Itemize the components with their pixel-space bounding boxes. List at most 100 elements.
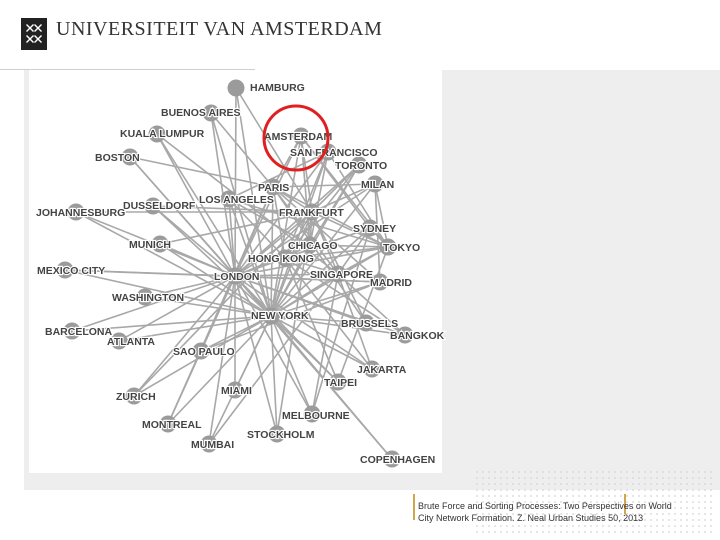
- label-milan: MILAN: [361, 179, 394, 191]
- label-chicago: CHICAGO: [288, 240, 338, 252]
- edge-stockholm-london: [234, 275, 278, 435]
- node-kuala: [148, 125, 166, 143]
- node-madrid: [371, 273, 389, 291]
- node-boston: [121, 148, 139, 166]
- edge-milan-madrid: [374, 183, 381, 283]
- label-dusseldorf: DUSSELDORF: [123, 200, 196, 212]
- edge-madrid-newyork: [270, 281, 381, 317]
- node-hongkong: [276, 249, 294, 267]
- uva-crest-icon: [21, 18, 47, 50]
- label-newyork: NEW YORK: [251, 310, 309, 322]
- edge-kuala-london: [156, 133, 236, 277]
- node-hamburg: [227, 79, 245, 97]
- edge-bangkok-hongkong: [284, 257, 406, 336]
- edge-frankfurt-newyork: [270, 211, 313, 317]
- node-taipei: [329, 373, 347, 391]
- label-miami: MIAMI: [221, 385, 252, 397]
- node-copenhagen: [383, 450, 401, 468]
- label-boston: BOSTON: [95, 152, 140, 164]
- citation-line-1: Brute Force and Sorting Processes: Two P…: [418, 501, 672, 511]
- edge-tokyo-singapore: [337, 246, 389, 275]
- label-sydney: SYDNEY: [353, 223, 396, 235]
- edge-amsterdam-newyork: [270, 135, 302, 317]
- edge-london-madrid: [234, 275, 381, 283]
- edge-melbourne-london: [234, 275, 313, 415]
- label-atlanta: ATLANTA: [107, 336, 155, 348]
- label-madrid: MADRID: [370, 277, 412, 289]
- node-zurich: [125, 387, 143, 405]
- edge-sanfran-london: [234, 151, 329, 277]
- node-bangkok: [396, 326, 414, 344]
- label-munich: MUNICH: [129, 239, 171, 251]
- label-sanfran: SAN FRANCISCO: [290, 147, 378, 159]
- node-frankfurt: [303, 203, 321, 221]
- node-miami: [226, 381, 244, 399]
- edge-newyork-brussels: [270, 315, 367, 324]
- edge-sanfran-chicago: [309, 151, 329, 246]
- edge-kuala-newyork: [156, 133, 272, 317]
- node-sydney: [361, 219, 379, 237]
- label-copenhagen: COPENHAGEN: [360, 454, 435, 466]
- edge-johannesburg-newyork: [75, 211, 272, 317]
- node-washington: [136, 288, 154, 306]
- label-johannesburg: JOHANNESBURG: [36, 207, 125, 219]
- decorative-dot-pattern: [475, 470, 715, 535]
- edge-montreal-paris: [167, 186, 274, 425]
- label-amsterdam: AMSTERDAM: [264, 131, 332, 143]
- edge-toronto-hongkong: [284, 164, 360, 259]
- edge-amsterdam-sydney: [300, 135, 371, 229]
- edge-washington-newyork: [144, 296, 272, 317]
- edge-toronto-london: [234, 164, 360, 277]
- edge-buenos-paris: [210, 112, 274, 188]
- edge-paris-hongkong: [272, 186, 286, 259]
- citation-line-2: City Network Formation. Z. Neal Urban St…: [418, 513, 644, 523]
- edge-hongkong-london: [234, 257, 286, 277]
- label-tokyo: TOKYO: [383, 242, 420, 254]
- edge-hamburg-london: [234, 87, 237, 277]
- edge-amsterdam-london: [234, 135, 302, 277]
- network-labels: HAMBURG BUENOS AIRES KUALA LUMPUR AMSTERDAM…: [35, 81, 446, 467]
- edge-munich-london: [159, 243, 236, 277]
- edge-chicago-tokyo: [309, 244, 389, 248]
- label-brussels: BRUSSELS: [341, 318, 398, 330]
- label-washington: WASHINGTON: [112, 292, 184, 304]
- edge-boston-paris: [129, 156, 274, 188]
- edge-mexico-newyork: [64, 269, 272, 317]
- network-nodes: [56, 79, 414, 468]
- edge-taipei-tokyo: [337, 246, 389, 383]
- node-mumbai: [200, 435, 218, 453]
- edge-sydney-newyork: [270, 227, 371, 317]
- label-toronto: TORONTO: [335, 160, 387, 172]
- node-london: [226, 267, 244, 285]
- edge-barcelona-london: [71, 275, 236, 332]
- edge-buenos-newyork: [210, 112, 272, 317]
- node-johannesburg: [67, 203, 85, 221]
- edge-newyork-atlanta: [118, 315, 272, 342]
- edge-singapore-bangkok: [337, 273, 406, 336]
- node-milan: [366, 175, 384, 193]
- label-singapore: SINGAPORE: [310, 269, 373, 281]
- node-saopaulo: [192, 342, 210, 360]
- label-london: LONDON: [214, 271, 260, 283]
- label-hamburg: HAMBURG: [250, 82, 305, 94]
- label-jakarta: JAKARTA: [357, 364, 407, 376]
- slide-header: UNIVERSITEIT VAN AMSTERDAM: [0, 0, 720, 70]
- edge-newyork-melbourne: [270, 315, 313, 415]
- label-frankfurt: FRANKFURT: [279, 207, 344, 219]
- edge-losangeles-hongkong: [228, 198, 286, 259]
- edge-london-singapore: [234, 273, 339, 277]
- amsterdam-highlight-circle: [262, 104, 330, 172]
- label-montreal: MONTREAL: [142, 419, 202, 431]
- header-divider: [0, 69, 255, 70]
- node-tokyo: [379, 238, 397, 256]
- node-newyork: [262, 307, 280, 325]
- edge-milan-frankfurt: [311, 183, 376, 213]
- label-stockholm: STOCKHOLM: [247, 429, 315, 441]
- label-melbourne: MELBOURNE: [282, 410, 350, 422]
- label-paris: PARIS: [258, 182, 289, 194]
- edge-frankfurt-tokyo: [311, 211, 389, 248]
- edge-paris-tokyo: [272, 186, 389, 248]
- label-buenos: BUENOS AIRES: [161, 107, 241, 119]
- edge-melbourne-sydney: [311, 227, 371, 415]
